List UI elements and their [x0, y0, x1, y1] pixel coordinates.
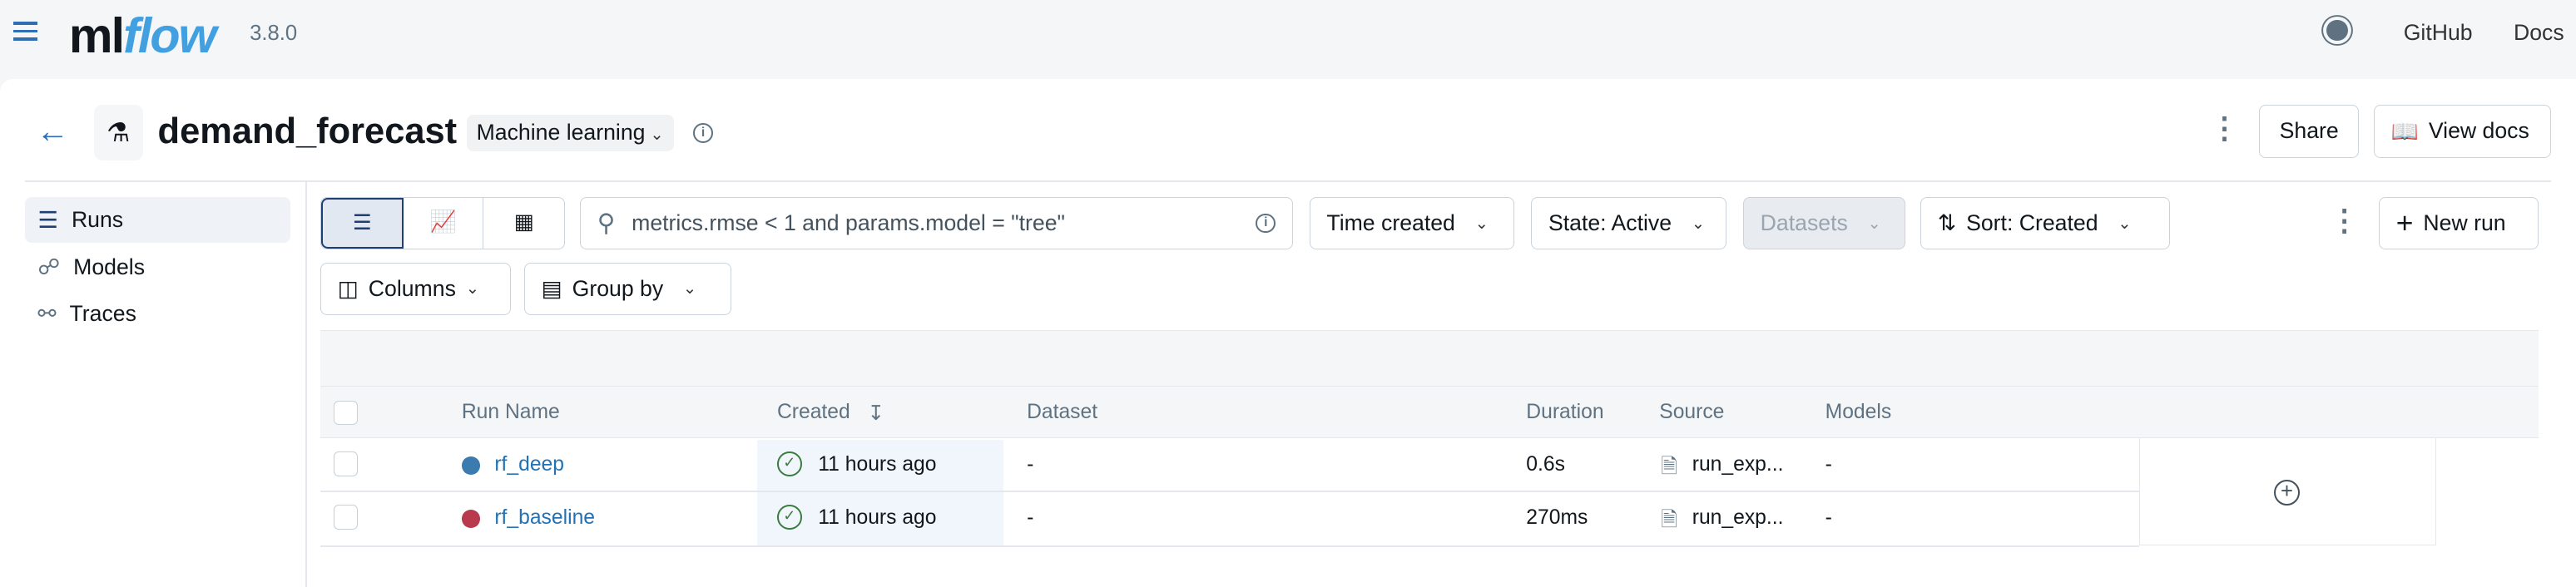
menu-icon[interactable] [12, 20, 38, 43]
notebook-icon: 🗎 [1661, 455, 1678, 478]
view-docs-button[interactable]: 📖 View docs [2374, 105, 2552, 158]
chevron-down-icon: ⌄ [1691, 214, 1706, 233]
header-run-name[interactable]: Run Name [461, 400, 560, 423]
chart-view-button[interactable]: 📈 [404, 197, 484, 249]
plus-icon: + [2395, 206, 2414, 240]
version-label: 3.8.0 [250, 21, 298, 45]
datasets-label: Datasets [1760, 210, 1848, 236]
success-check-icon: ✓ [776, 505, 802, 530]
chevron-down-icon: ⌄ [465, 279, 480, 298]
header-divider [24, 180, 2552, 183]
select-all-checkbox[interactable] [333, 400, 359, 426]
info-icon[interactable]: i [1256, 213, 1276, 234]
table-group-band [320, 329, 2539, 386]
row-divider [320, 491, 2139, 493]
success-check-icon: ✓ [776, 451, 802, 476]
add-column-area [2138, 438, 2437, 545]
chevron-down-icon: ⌄ [1474, 214, 1489, 233]
time-created-dropdown[interactable]: Time created ⌄ [1309, 196, 1515, 250]
row-checkbox[interactable] [333, 505, 359, 530]
list-icon: ☰ [37, 207, 59, 234]
table-header [320, 386, 2539, 439]
new-run-button[interactable]: + New run [2379, 196, 2539, 250]
chevron-down-icon: ⌄ [1867, 214, 1882, 233]
datasets-dropdown[interactable]: Datasets ⌄ [1742, 196, 1906, 250]
search-input[interactable]: ⚲ metrics.rmse < 1 and params.model = "t… [579, 196, 1293, 250]
header-models[interactable]: Models [1825, 400, 1892, 423]
info-icon[interactable]: i [693, 123, 713, 143]
artifact-view-button[interactable]: ▦ [513, 210, 534, 234]
group-by-dropdown[interactable]: ▤ Group by ⌄ [523, 262, 731, 316]
chevron-down-icon: ⌄ [2118, 214, 2132, 233]
columns-label: Columns [368, 275, 456, 301]
header-created[interactable]: Created [776, 400, 850, 423]
sidebar-item-models[interactable]: ☍ Models [25, 249, 291, 285]
more-options-icon[interactable]: ⋮ [2329, 203, 2360, 237]
row-checkbox[interactable] [333, 451, 359, 476]
sun-icon[interactable] [2326, 19, 2348, 42]
search-icon: ⚲ [597, 210, 616, 238]
experiment-type-label: Machine learning [476, 120, 646, 146]
dataset-value: - [1027, 452, 1034, 476]
sidebar-item-label: Models [73, 254, 146, 280]
models-icon: ☍ [37, 254, 61, 280]
add-column-plus-icon[interactable]: + [2273, 479, 2301, 506]
source-link[interactable]: run_exp... [1692, 506, 1784, 530]
run-name-link[interactable]: rf_baseline [494, 506, 596, 530]
time-created-label: Time created [1326, 210, 1455, 236]
docs-link[interactable]: Docs [2513, 19, 2564, 45]
state-dropdown[interactable]: State: Active ⌄ [1531, 196, 1727, 250]
book-icon: 📖 [2390, 118, 2420, 144]
back-arrow-icon[interactable]: ← [36, 113, 69, 150]
sidebar-item-runs[interactable]: ☰ Runs [24, 196, 291, 244]
run-name-link[interactable]: rf_deep [494, 452, 564, 476]
flask-icon: ⚗ [93, 105, 143, 161]
more-options-icon[interactable]: ⋮ [2209, 111, 2240, 146]
sidebar-item-label: Traces [69, 300, 136, 326]
notebook-icon: 🗎 [1661, 509, 1678, 532]
state-label: State: Active [1548, 210, 1672, 236]
sidebar-divider [305, 182, 308, 587]
header-dataset[interactable]: Dataset [1027, 400, 1098, 423]
source-link[interactable]: run_exp... [1692, 452, 1784, 476]
chevron-down-icon: ⌄ [650, 126, 664, 145]
columns-icon: ◫ [337, 275, 359, 301]
sort-desc-icon[interactable]: ↧ [867, 402, 885, 425]
columns-dropdown[interactable]: ◫ Columns ⌄ [320, 262, 512, 316]
share-button[interactable]: Share [2258, 105, 2360, 158]
run-color-dot[interactable] [461, 510, 480, 528]
sidebar-item-label: Runs [71, 207, 124, 233]
header-duration[interactable]: Duration [1526, 400, 1604, 423]
sort-dropdown[interactable]: ⇅ Sort: Created ⌄ [1920, 196, 2171, 250]
models-value: - [1825, 452, 1832, 476]
created-value: 11 hours ago [818, 506, 937, 530]
table-view-button[interactable]: ☰ [321, 197, 404, 249]
header-source[interactable]: Source [1659, 400, 1725, 423]
dataset-value: - [1027, 506, 1034, 530]
created-value: 11 hours ago [818, 452, 937, 476]
github-link[interactable]: GitHub [2403, 19, 2473, 45]
models-value: - [1825, 506, 1832, 530]
group-by-label: Group by [572, 275, 664, 301]
page-title: demand_forecast [157, 111, 458, 152]
chevron-down-icon: ⌄ [682, 279, 697, 298]
duration-value: 270ms [1526, 506, 1588, 530]
share-label: Share [2279, 118, 2339, 144]
table-row[interactable] [320, 438, 2139, 491]
experiment-type-dropdown[interactable]: Machine learning ⌄ [466, 115, 674, 151]
run-color-dot[interactable] [461, 456, 480, 475]
sidebar-item-traces[interactable]: ⚯ Traces [25, 295, 291, 331]
group-by-icon: ▤ [541, 275, 562, 301]
search-value: metrics.rmse < 1 and params.model = "tre… [632, 210, 1065, 236]
duration-value: 0.6s [1526, 452, 1565, 476]
mlflow-logo[interactable]: mlflow [68, 7, 217, 63]
view-mode-toggle: ☰ 📈 ▦ [320, 196, 566, 250]
new-run-label: New run [2423, 210, 2506, 236]
sort-icon: ⇅ [1937, 210, 1957, 236]
traces-icon: ⚯ [37, 300, 57, 326]
row-divider [320, 545, 2139, 547]
view-docs-label: View docs [2428, 118, 2529, 144]
sort-label: Sort: Created [1966, 210, 2098, 236]
